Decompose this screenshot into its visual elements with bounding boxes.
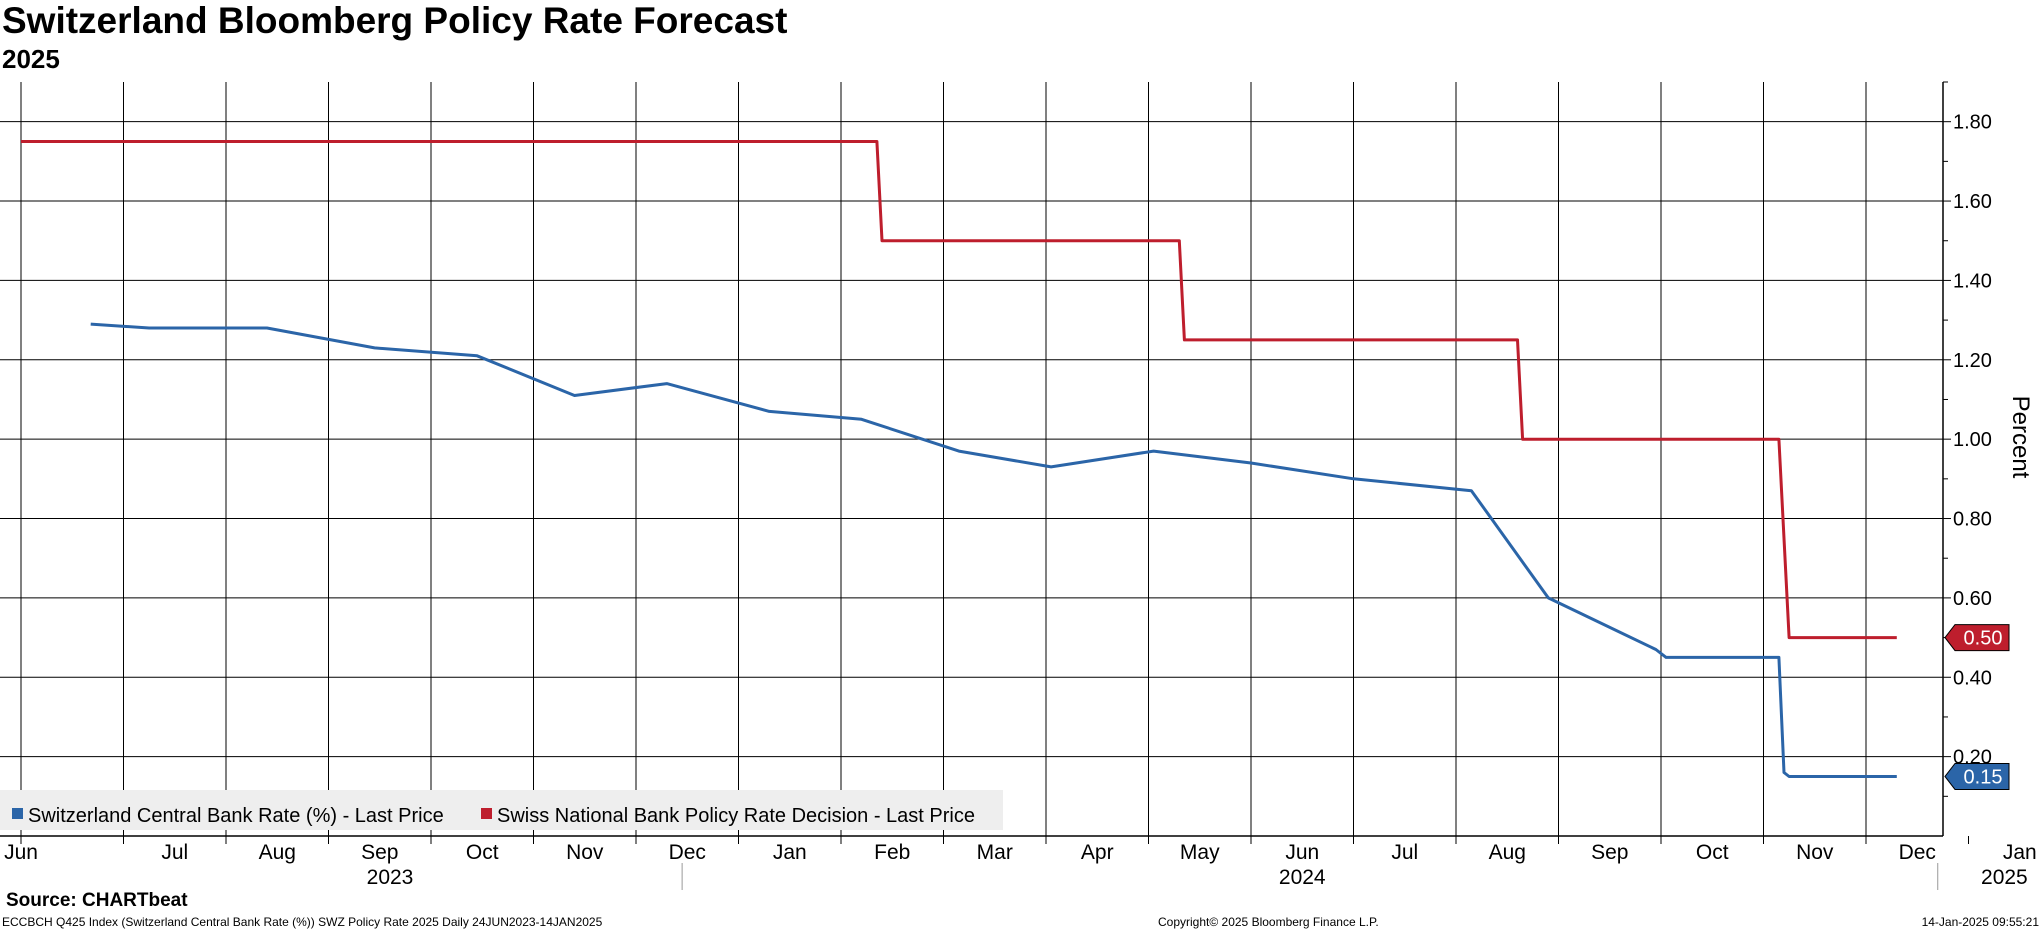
- x-tick-label: Aug: [1489, 841, 1526, 864]
- x-tick-label: Nov: [566, 841, 604, 864]
- legend-entry: Switzerland Central Bank Rate (%) - Last…: [28, 805, 444, 827]
- y-tick-label: 0.40: [1953, 667, 1992, 689]
- legend-swatch: [481, 808, 492, 819]
- x-tick-label: Jul: [1391, 841, 1418, 864]
- x-tick-label: Feb: [874, 841, 910, 864]
- last-value-tag: [1944, 762, 2010, 790]
- y-tick-label: 1.00: [1953, 429, 1992, 451]
- legend: Switzerland Central Bank Rate (%) - Last…: [0, 790, 1003, 830]
- year-label: 2023: [367, 866, 414, 889]
- x-tick-label: Dec: [669, 841, 706, 864]
- series-line-central-bank-rate: [90, 322, 1897, 778]
- x-tick-label: Aug: [259, 841, 296, 864]
- x-tick-label: May: [1180, 841, 1220, 864]
- x-tick-label: Oct: [466, 841, 499, 864]
- last-value-tag: [1944, 624, 2010, 652]
- grid-lines: [0, 81, 1969, 844]
- x-tick-label: Jul: [161, 841, 188, 864]
- x-tick-label: Sep: [361, 841, 398, 864]
- x-tick-label: Jun: [4, 841, 38, 864]
- last-value-label: 0.50: [1964, 628, 2003, 650]
- y-tick-label: 0.80: [1953, 509, 1992, 531]
- chart-subtitle: 2025: [2, 44, 60, 74]
- x-tick-label: Mar: [977, 841, 1013, 864]
- x-tick-label: Nov: [1796, 841, 1834, 864]
- x-tick-label: Jan: [2003, 841, 2037, 864]
- y-tick-label: 1.60: [1953, 191, 1992, 213]
- x-tick-label: Apr: [1081, 841, 1114, 864]
- y-tick-label: 1.20: [1953, 350, 1992, 372]
- footer-timestamp: 14-Jan-2025 09:55:21: [1921, 915, 2039, 929]
- x-tick-label: Dec: [1899, 841, 1936, 864]
- legend-background: [0, 790, 1003, 830]
- legend-swatch: [12, 808, 23, 819]
- y-tick-label: 1.80: [1953, 112, 1992, 134]
- x-tick-label: Jan: [773, 841, 807, 864]
- x-tick-label: Oct: [1696, 841, 1729, 864]
- legend-entry: Swiss National Bank Policy Rate Decision…: [497, 805, 975, 827]
- chart-title: Switzerland Bloomberg Policy Rate Foreca…: [2, 0, 788, 41]
- last-value-label: 0.15: [1964, 766, 2003, 788]
- y-tick-label: 0.60: [1953, 588, 1992, 610]
- series-line-policy-rate-decision: [21, 140, 1897, 640]
- y-tick-label: 1.40: [1953, 270, 1992, 292]
- source-label: Source: CHARTbeat: [6, 890, 188, 911]
- y-axis-title: Percent: [2007, 396, 2034, 479]
- x-tick-label: Sep: [1591, 841, 1628, 864]
- footer-copyright: Copyright© 2025 Bloomberg Finance L.P.: [1158, 915, 1379, 929]
- year-label: 2025: [1981, 866, 2028, 889]
- year-label: 2024: [1279, 866, 1326, 889]
- x-tick-label: Jun: [1285, 841, 1319, 864]
- footer-ticker: ECCBCH Q425 Index (Switzerland Central B…: [2, 915, 603, 929]
